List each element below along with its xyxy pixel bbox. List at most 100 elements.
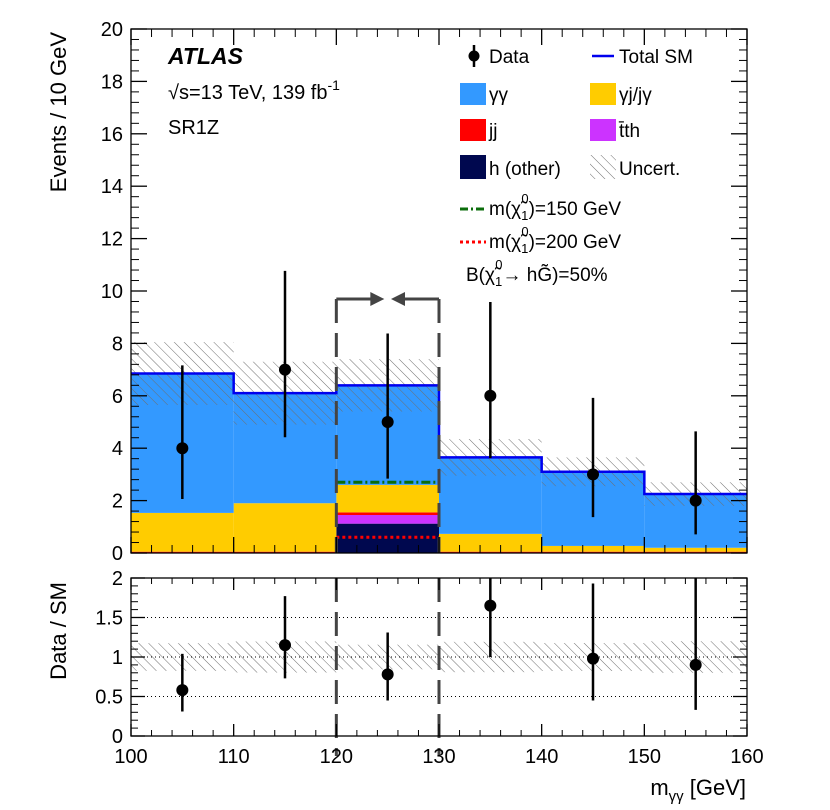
main-y-axis-title: Events / 10 GeV [46,32,71,193]
main-y-tick-label-3: 6 [112,386,123,408]
ratio-y-tick-label-1: 0.5 [95,687,123,709]
stack-bar-j-j-bin-5 [644,547,747,552]
stack-bar-jj-bin-2 [336,512,439,516]
main-x-ticks [130,29,748,553]
legend-m150-label: m(χ̃10)=150 GeV [489,191,621,223]
legend-h-other-swatch [460,155,486,179]
ratio-y-tick-label-4: 2 [112,568,123,590]
legend-m150-post: )=150 GeV [529,199,622,220]
ratio-y-tick-label-0: 0 [112,726,123,748]
legend-m200-label: m(χ̃10)=200 GeV [489,224,621,256]
legend-total-sm-label: Total SM [619,47,693,68]
x-axis: 100 110 120 130 140 150 160 [114,578,764,768]
legend-m200-sup: 0 [521,224,528,239]
ratio-point-3 [484,599,497,612]
legend-entry-jj: jj [460,119,497,142]
legend-tth-label: t̄th [618,121,640,142]
legend-entry-tth: t̄th [590,119,640,142]
data-point-2 [381,416,394,428]
data-points [176,270,702,535]
x-tick-label-5: 150 [628,746,661,768]
ratio-panel: 0 0.5 1 1.5 2 100 110 1 2 0 130 140 150 160 Data / S… [46,568,764,805]
legend-m200-sub: 1 [521,241,528,256]
data-point-4 [587,468,599,481]
region-label: SR1Z [168,117,219,139]
legend-m200-post: )=200 GeV [529,232,622,253]
br-sup: 0 [495,257,502,272]
legend-tth-swatch [590,119,616,141]
sqrt-symbol: √ [168,82,179,104]
br-post: )=50% [552,265,608,286]
x-axis-title-unit: [GeV] [684,775,746,800]
main-y-tick-label-5: 10 [101,281,123,303]
stack-bar-j-j-bin-0 [131,512,234,552]
legend-entry-yj: γj/jγ [590,83,652,106]
br-gravitino: G̃ [537,264,552,286]
legend-branching-ratio: B(χ̃10→ hG̃)=50% [466,257,608,289]
legend: Data Total SM γγ γj/jγ jj t̄th h (other) [460,45,693,289]
legend-uncert-swatch [590,155,616,179]
stack-bar-jj-bin-3 [439,551,542,553]
legend-entry-yy: γγ [460,83,509,106]
main-y-tick-label-1: 2 [112,491,123,513]
main-y-tick-label-2: 4 [112,438,123,460]
legend-entry-data: Data [468,45,530,68]
main-y-tick-label-10: 20 [101,19,123,41]
main-y-tick-label-7: 14 [101,176,123,198]
main-y-tick-label-4: 8 [112,333,123,355]
x-tick-label-6: 160 [730,746,763,768]
legend-data-label: Data [489,47,530,68]
ratio-y-tick-label-2: 1 [112,647,123,669]
stack-bar-j-j-bin-1 [233,503,337,552]
ratio-y-axis-title: Data / SM [46,582,71,680]
legend-entry-total-sm: Total SM [592,47,693,68]
br-sub: 1 [495,274,502,289]
signal-window [334,292,441,553]
stack-bar-j-j-bin-4 [541,545,645,552]
ratio-y-tick-label-3: 1.5 [95,608,123,630]
legend-m150-sup: 0 [521,191,528,206]
stack-bar-j-j-bin-2 [336,484,439,513]
br-arrow: → h [502,265,537,286]
legend-yy-swatch [460,83,486,105]
x-axis-title: mγγ [GeV] [650,775,746,805]
ratio-y-axis: 0 0.5 1 1.5 2 [95,568,747,748]
x-tick-label-1: 110 [218,746,250,768]
legend-jj-swatch [460,119,486,141]
main-y-tick-label-0: 0 [112,543,123,565]
legend-jj-label: jj [488,121,497,142]
legend-m150-pre: m( [489,199,512,220]
stack-bar-jj-bin-0 [131,551,234,553]
legend-yy-label: γγ [489,85,509,106]
ratio-point-4 [587,652,599,665]
x-tick-label-0: 100 [114,746,147,768]
legend-m200-pre: m( [489,232,512,253]
legend-entry-uncert: Uncert. [590,155,680,180]
window-arrow-right-head [391,292,405,306]
data-point-1 [279,363,291,376]
main-y-tick-label-9: 18 [101,71,123,93]
legend-yj-label: γj/jγ [619,85,652,106]
energy-text: s=13 TeV, 139 fb [179,82,327,104]
ratio-data-points [176,578,702,712]
atlas-label: ATLAS √s=13 TeV, 139 fb-1 SR1Z [167,43,340,139]
experiment-label: ATLAS [167,43,244,69]
data-point-5 [689,494,702,507]
ratio-point-5 [689,658,702,671]
stack-bar-jj-bin-5 [644,551,747,553]
legend-entry-m150: m(χ̃10)=150 GeV [460,191,621,223]
data-point-3 [484,389,497,402]
x-tick-label-4: 140 [525,746,558,768]
x-tick-label-3: 130 [422,746,455,768]
stack-bar-jj-bin-4 [541,551,645,553]
main-y-tick-label-8: 16 [101,124,123,146]
legend-entry-h-other: h (other) [460,155,561,180]
legend-uncert-label: Uncert. [619,159,680,180]
energy-lumi-label: √s=13 TeV, 139 fb-1 [168,77,340,104]
signal-lines [336,480,439,539]
main-y-tick-label-6: 12 [101,229,123,251]
legend-yj-swatch [590,83,616,105]
